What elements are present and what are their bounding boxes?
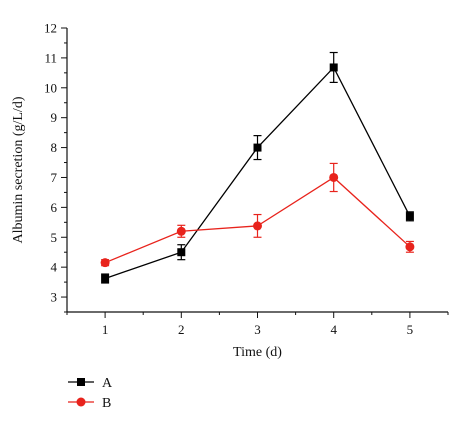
- legend: A B: [68, 376, 113, 411]
- x-tick-label: 4: [330, 322, 337, 337]
- x-tick-label: 2: [178, 322, 185, 337]
- data-point-b: [100, 258, 110, 268]
- legend-item-a: A: [68, 376, 113, 391]
- y-tick-label: 7: [51, 170, 58, 185]
- x-tick-label: 1: [102, 322, 109, 337]
- y-axis-title: Albumin secretion (g/L/d): [11, 96, 26, 243]
- y-tick-label: 8: [51, 140, 58, 155]
- data-point-a: [177, 248, 186, 257]
- x-axis-title: Time (d): [233, 345, 282, 360]
- legend-marker-b: [76, 397, 86, 407]
- legend-label-a: A: [102, 376, 113, 391]
- legend-marker-a: [77, 378, 85, 386]
- series-a: [101, 51, 414, 284]
- y-tick-label: 12: [44, 21, 57, 36]
- data-point-b: [405, 242, 415, 252]
- data-point-b: [176, 226, 186, 236]
- data-point-a: [101, 274, 110, 283]
- series-b: [100, 162, 415, 268]
- x-tick-label: 5: [407, 322, 414, 337]
- y-tick-label: 3: [51, 290, 58, 305]
- data-point-b: [253, 221, 262, 231]
- data-point-a: [405, 212, 414, 221]
- x-tick-label: 3: [254, 322, 261, 337]
- y-tick-label: 9: [51, 110, 58, 125]
- y-tick-label: 6: [51, 200, 58, 215]
- axes: [61, 27, 449, 318]
- y-tick-label: 5: [51, 230, 58, 245]
- plot-area: [100, 51, 415, 284]
- legend-item-b: B: [68, 396, 111, 411]
- y-tick-label: 11: [44, 50, 57, 65]
- series-line-a: [104, 66, 411, 280]
- legend-label-b: B: [102, 396, 111, 411]
- y-tick-label: 10: [44, 80, 57, 95]
- y-tick-label: 4: [51, 260, 58, 275]
- data-point-a: [329, 63, 338, 72]
- data-point-b: [329, 172, 339, 182]
- data-point-a: [253, 143, 262, 152]
